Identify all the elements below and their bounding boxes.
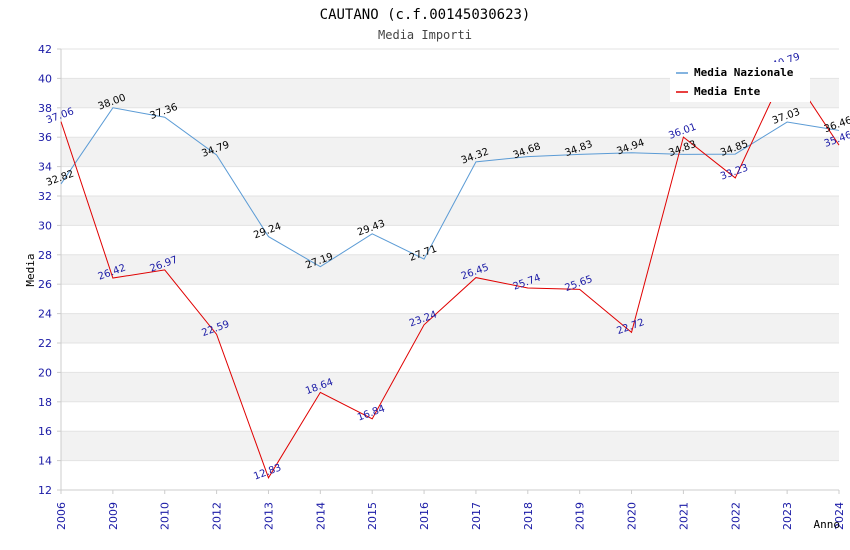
series-line-ente (60, 65, 840, 479)
y-tick-label: 22 (38, 337, 52, 350)
x-tick-label: 2014 (314, 502, 327, 530)
x-tick-label: 2019 (574, 502, 587, 530)
series-line-nazionale (60, 107, 840, 268)
x-axis-label: Anno (814, 518, 841, 531)
grid-band (61, 137, 839, 167)
data-label-ente: 16.84 (356, 403, 387, 423)
y-tick-label: 20 (38, 366, 52, 379)
grid-bands (61, 48, 839, 491)
x-tick-label: 2015 (366, 502, 379, 530)
x-tick-label: 2018 (522, 502, 535, 530)
x-tick-label: 2006 (55, 502, 68, 530)
y-tick-label: 12 (38, 484, 52, 497)
legend-item-nazionale: Media Nazionale (694, 66, 794, 79)
y-axis-label: Media (24, 253, 37, 286)
y-tick-label: 14 (38, 455, 52, 468)
x-tick-label: 2021 (677, 502, 690, 530)
y-tick-label: 18 (38, 396, 52, 409)
x-tick-label: 2009 (107, 502, 120, 530)
y-tick-label: 16 (38, 425, 52, 438)
y-tick-label: 36 (38, 131, 52, 144)
legend-box (670, 62, 810, 102)
chart-title: CAUTANO (c.f.00145030623) (320, 7, 531, 23)
chart-subtitle: Media Importi (378, 28, 472, 42)
grid-band (61, 431, 839, 461)
series-lines (60, 65, 840, 479)
y-tick-label: 40 (38, 72, 52, 85)
x-tick-label: 2020 (626, 502, 639, 530)
x-tick-label: 2017 (470, 502, 483, 530)
data-label-ente: 12.83 (252, 462, 283, 482)
x-tick-label: 2016 (418, 502, 431, 530)
y-axis-ticks: 12 14 16 18 20 22 24 26 28 30 32 34 36 38 40 42 (38, 43, 61, 497)
y-tick-label: 26 (38, 278, 52, 291)
x-tick-label: 2024 (833, 502, 846, 530)
y-tick-label: 32 (38, 190, 52, 203)
y-tick-label: 28 (38, 249, 52, 262)
grid-band (61, 372, 839, 402)
x-axis-ticks: 2006 2009 2010 2012 2013 2014 2015 2016 2017 2018… (55, 490, 846, 530)
y-tick-label: 30 (38, 219, 52, 232)
x-tick-label: 2013 (262, 502, 275, 530)
y-tick-label: 24 (38, 308, 52, 321)
x-tick-label: 2010 (159, 502, 172, 530)
x-tick-label: 2022 (729, 502, 742, 530)
grid-band (61, 313, 839, 343)
y-tick-label: 38 (38, 102, 52, 115)
legend: Media Nazionale Media Ente (670, 62, 810, 102)
grid-band (61, 254, 839, 285)
y-tick-label: 34 (38, 161, 52, 174)
x-tick-label: 2023 (781, 502, 794, 530)
x-tick-label: 2012 (211, 502, 224, 530)
legend-item-ente: Media Ente (694, 85, 761, 98)
y-tick-label: 42 (38, 43, 52, 56)
